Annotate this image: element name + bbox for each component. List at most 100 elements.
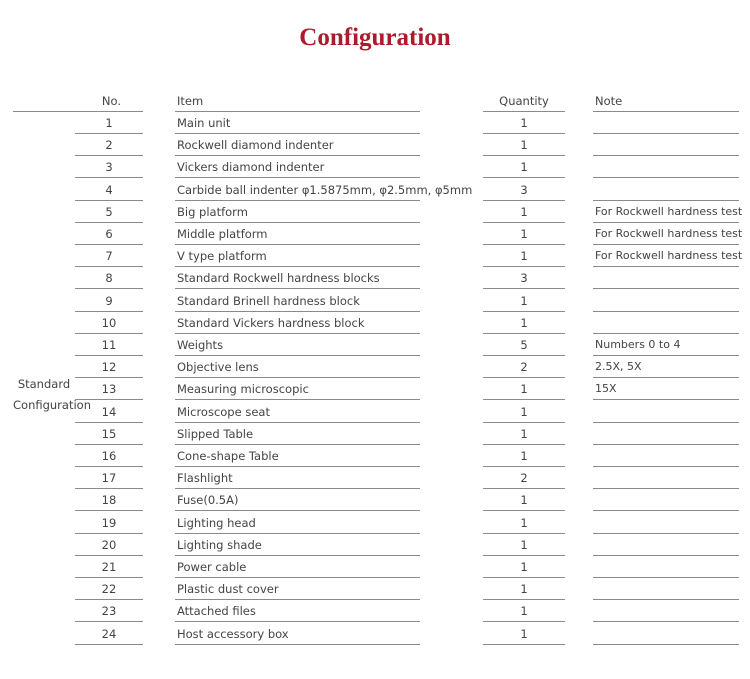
row-12-qty: 2: [483, 356, 565, 379]
row-12-no: 12: [75, 356, 143, 379]
row-22-note: [593, 578, 739, 601]
row-11-qty: 5: [483, 334, 565, 356]
row-15-item: Slipped Table: [175, 423, 420, 445]
row-14-item: Microscope seat: [175, 401, 420, 423]
row-4-note: [593, 179, 739, 201]
header-item: Item: [175, 90, 420, 112]
row-1-no: 1: [75, 112, 143, 134]
row-13-note: 15X: [593, 378, 739, 401]
row-17-no: 17: [75, 467, 143, 490]
row-3-no: 3: [75, 156, 143, 179]
row-7-qty: 1: [483, 245, 565, 268]
row-6-item: Middle platform: [175, 223, 420, 245]
row-21-note: [593, 556, 739, 578]
row-18-qty: 1: [483, 489, 565, 512]
row-13-qty: 1: [483, 378, 565, 401]
row-20-note: [593, 534, 739, 556]
row-16-item: Cone-shape Table: [175, 445, 420, 467]
row-5-qty: 1: [483, 201, 565, 223]
group-label-line2: Configuration: [13, 398, 91, 412]
row-10-qty: 1: [483, 312, 565, 334]
row-9-no: 9: [75, 290, 143, 312]
header-quantity: Quantity: [483, 90, 565, 112]
row-10-item: Standard Vickers hardness block: [175, 312, 420, 334]
row-5-no: 5: [75, 201, 143, 223]
group-label: Standard Configuration: [13, 374, 91, 416]
row-20-no: 20: [75, 534, 143, 556]
row-3-item: Vickers diamond indenter: [175, 156, 420, 179]
row-24-item: Host accessory box: [175, 623, 420, 645]
row-9-item: Standard Brinell hardness block: [175, 290, 420, 312]
row-22-qty: 1: [483, 578, 565, 601]
row-12-note: 2.5X, 5X: [593, 356, 739, 379]
row-24-qty: 1: [483, 623, 565, 645]
row-5-note: For Rockwell hardness test: [593, 201, 742, 223]
row-5-item: Big platform: [175, 201, 420, 223]
row-16-no: 16: [75, 445, 143, 467]
row-8-item: Standard Rockwell hardness blocks: [175, 267, 420, 290]
row-22-item: Plastic dust cover: [175, 578, 420, 601]
row-15-qty: 1: [483, 423, 565, 445]
row-11-no: 11: [75, 334, 143, 356]
row-19-note: [593, 512, 739, 534]
row-3-note: [593, 156, 739, 179]
row-22-no: 22: [75, 578, 143, 601]
header-note: Note: [593, 90, 739, 112]
row-21-item: Power cable: [175, 556, 420, 578]
row-18-note: [593, 489, 739, 512]
row-14-note: [593, 401, 739, 423]
row-18-item: Fuse(0.5A): [175, 489, 420, 512]
row-16-note: [593, 445, 739, 467]
row-7-item: V type platform: [175, 245, 420, 268]
row-13-item: Measuring microscopic: [175, 378, 420, 401]
row-20-item: Lighting shade: [175, 534, 420, 556]
row-19-item: Lighting head: [175, 512, 420, 534]
row-17-qty: 2: [483, 467, 565, 490]
row-2-note: [593, 134, 739, 157]
row-11-item: Weights: [175, 334, 420, 356]
row-1-item: Main unit: [175, 112, 420, 134]
row-2-item: Rockwell diamond indenter: [175, 134, 420, 157]
row-15-no: 15: [75, 423, 143, 445]
row-21-no: 21: [75, 556, 143, 578]
row-10-note: [593, 312, 739, 334]
row-17-item: Flashlight: [175, 467, 420, 490]
group-label-line1: Standard: [17, 377, 71, 391]
row-20-qty: 1: [483, 534, 565, 556]
row-1-qty: 1: [483, 112, 565, 134]
row-23-item: Attached files: [175, 600, 420, 623]
row-23-qty: 1: [483, 600, 565, 623]
row-24-no: 24: [75, 623, 143, 645]
row-18-no: 18: [75, 489, 143, 512]
row-7-no: 7: [75, 245, 143, 268]
row-10-no: 10: [75, 312, 143, 334]
row-17-note: [593, 467, 739, 490]
row-16-qty: 1: [483, 445, 565, 467]
row-11-note: Numbers 0 to 4: [593, 334, 739, 356]
row-4-qty: 3: [483, 179, 565, 201]
row-2-qty: 1: [483, 134, 565, 157]
row-14-no: 14: [75, 401, 143, 423]
row-8-qty: 3: [483, 267, 565, 290]
row-4-item: Carbide ball indenter φ1.5875mm, φ2.5mm,…: [175, 179, 472, 201]
row-24-note: [593, 623, 739, 645]
header-no: No.: [13, 90, 143, 112]
row-23-note: [593, 600, 739, 623]
row-12-item: Objective lens: [175, 356, 420, 379]
row-8-no: 8: [75, 267, 143, 290]
row-21-qty: 1: [483, 556, 565, 578]
row-9-qty: 1: [483, 290, 565, 312]
row-23-no: 23: [75, 600, 143, 623]
row-14-qty: 1: [483, 401, 565, 423]
row-19-qty: 1: [483, 512, 565, 534]
row-4-no: 4: [75, 179, 143, 201]
row-15-note: [593, 423, 739, 445]
row-9-note: [593, 290, 739, 312]
row-6-note: For Rockwell hardness test: [593, 223, 742, 245]
row-19-no: 19: [75, 512, 143, 534]
row-8-note: [593, 267, 739, 290]
row-3-qty: 1: [483, 156, 565, 179]
row-13-no: 13: [75, 378, 143, 401]
row-2-no: 2: [75, 134, 143, 157]
row-6-no: 6: [75, 223, 143, 245]
